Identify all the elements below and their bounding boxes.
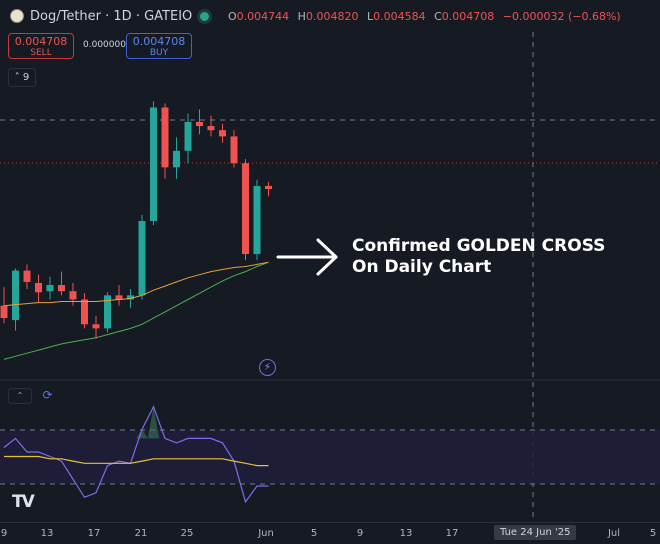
low-value: 0.004584 [373,10,426,23]
candle-up [12,270,19,321]
chevron-icon: ⌃ [16,391,24,400]
x-tick: 21 [134,528,148,539]
spread-value: 0.000000 [83,40,126,50]
crosshair-date-label: Tue 24 Jun '25 [494,525,577,540]
x-tick: 5 [310,528,318,539]
bolt-icon[interactable]: ⚡ [259,359,276,376]
x-tick: Jun [258,528,274,539]
x-tick: 13 [399,528,413,539]
oscillator-band [0,430,660,484]
sell-label: SELL [30,48,52,58]
x-tick: 17 [87,528,101,539]
candle-down [196,121,203,127]
candle-down [230,136,238,164]
buy-price: 0.004708 [132,35,186,48]
close-label: C [434,10,442,23]
buy-label: BUY [149,48,169,58]
refresh-icon[interactable]: ⟳ [42,388,53,402]
candle-up [150,107,157,222]
candle-down [219,130,226,137]
candle-up [253,185,261,255]
time-axis[interactable]: 9 13 17 21 25 Jun 5 9 13 17 Jul 5 Tue 24… [0,522,660,544]
collapse-pane-button[interactable]: ⌃ [8,388,32,404]
annotation-line-2: On Daily Chart [352,257,492,277]
x-tick: 9 [0,528,8,539]
symbol-title[interactable]: Dog/Tether · 1D · GATEIO [30,9,193,24]
candle-down [265,185,272,190]
indicators-count: 9 [22,72,30,83]
tradingview-logo[interactable]: TV [12,492,35,512]
x-tick: 5 [649,528,657,539]
candle-down [0,305,8,319]
close-value: 0.004708 [441,10,495,23]
ma-slow-line [3,261,269,360]
candle-up [138,221,146,296]
candle-down [115,295,123,300]
x-tick: 9 [356,528,364,539]
x-tick: 13 [40,528,54,539]
candle-up [46,285,54,292]
market-status-icon[interactable] [200,12,209,21]
chevron-up-icon: ˄ [14,72,20,83]
candle-up [184,121,192,151]
buy-button[interactable]: 0.004708 BUY [126,33,192,59]
ma-fast-line [3,261,269,307]
candle-down [69,291,77,300]
ohlc-readout: O0.004744 H0.004820 L0.004584 C0.004708 … [228,10,626,23]
change-value: −0.000032 (−0.68%) [502,10,621,23]
low-label: L [366,10,374,23]
candle-down [58,285,65,292]
candle-up [127,295,134,300]
indicators-toggle-button[interactable]: ˄ 9 [8,68,36,87]
high-value: 0.004820 [305,10,359,23]
candle-down [242,163,249,255]
open-label: O [228,10,237,23]
candle-down [81,299,88,325]
candle-up [173,150,180,168]
oscillator-signal-line [4,455,269,467]
annotation-line-1: Confirmed GOLDEN CROSS [352,236,606,256]
open-value: 0.004744 [236,10,290,23]
symbol-logo-icon [10,9,24,23]
candle-down [161,107,169,168]
right-arrow-icon [276,238,338,276]
oscillator-line [3,405,269,504]
candle-down [23,270,31,282]
candle-down [207,126,215,131]
sell-price: 0.004708 [14,35,68,48]
sell-button[interactable]: 0.004708 SELL [8,33,74,59]
x-tick: 17 [445,528,459,539]
x-tick: 25 [180,528,194,539]
candle-up [104,295,111,329]
candle-down [35,282,42,293]
candle-down [92,324,100,329]
top-bar: Dog/Tether · 1D · GATEIO O0.004744 H0.00… [0,0,660,32]
x-tick: Jul [607,528,621,539]
golden-cross-annotation: Confirmed GOLDEN CROSS On Daily Chart [352,236,605,278]
high-label: H [297,10,306,23]
